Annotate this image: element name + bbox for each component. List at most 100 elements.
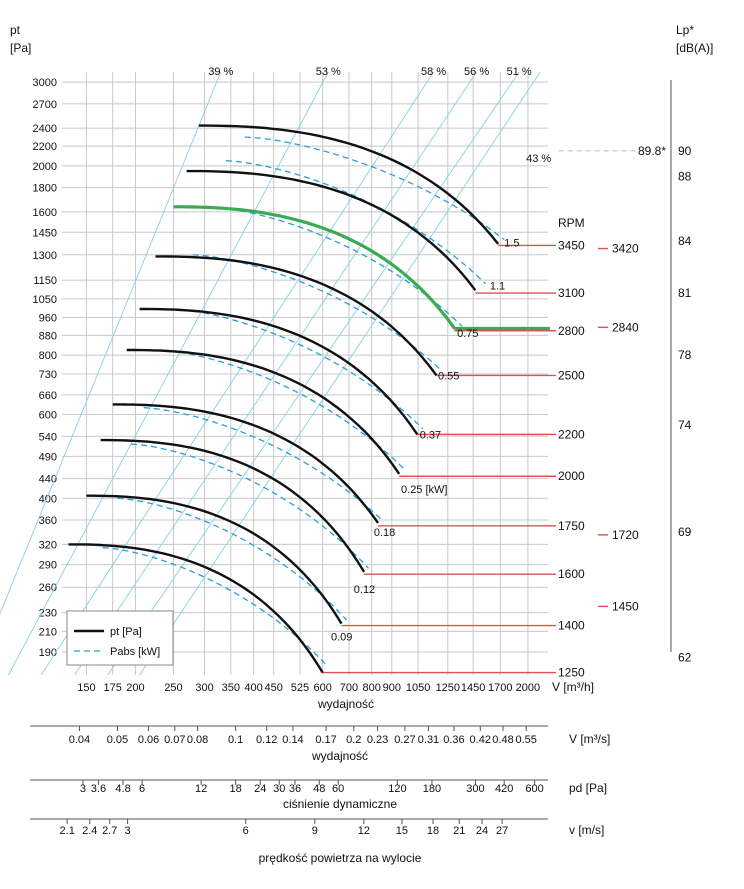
x-tick-label: 800 [363,682,381,694]
secondary-axis-tick-label: 0.2 [346,734,361,746]
secondary-axis-tick-label: 3.6 [91,783,106,795]
secondary-axis-tick-label: 0.04 [69,734,90,746]
secondary-axis-tick-label: 0.48 [492,734,513,746]
y-axis-title-line2: [Pa] [10,41,31,55]
secondary-axis-tick-label: 600 [525,783,543,795]
secondary-axis-tick-label: 2.4 [82,825,97,837]
y-tick-label: 230 [39,608,57,620]
y-tick-label: 880 [39,330,57,342]
power-label: 1.5 [504,237,519,249]
pt-curve-highlighted [173,205,456,330]
rpm-title: RPM [558,216,585,230]
secondary-axis-caption: prędkość powietrza na wylocie [259,851,422,865]
efficiency-line [107,71,520,676]
pt-curve [68,543,324,674]
rpm-label: 3450 [558,238,585,252]
pabs-curve [244,136,505,241]
efficiency-line [0,71,222,615]
right-axis-tick-label: 90 [678,144,692,158]
pt-curve [198,124,500,245]
efficiency-lines: 39 % 53 % 58 % 56 % 51 % 43 % [0,66,551,676]
efficiency-label: 56 % [464,66,489,78]
pt-curve [139,307,419,436]
secondary-axis-tick-label: 12 [358,825,370,837]
right-axis-tick-label: 81 [678,286,692,300]
pabs-curve [173,308,424,430]
legend: pt [Pa] Pabs [kW] [66,610,174,666]
x-tick-label: 175 [103,682,121,694]
rpm-label: 2500 [558,368,585,382]
pt-curve [186,169,477,292]
efficiency-label: 39 % [208,66,233,78]
grid: 190 210 230 260 290 320 360 400 440 490 540 600 660 7… [33,72,548,694]
x-tick-label: 1450 [461,682,485,694]
pabs-curve [159,349,406,470]
right-axis-title-line2: [dB(A)] [676,41,713,55]
secondary-axis-tick-label: 6 [243,825,249,837]
x-tick-label: 525 [291,682,309,694]
y-tick-label: 260 [39,582,57,594]
secondary-axis-tick-label: 21 [453,825,465,837]
secondary-axis-label: v [m/s] [569,823,604,837]
secondary-axis-tick-label: 48 [313,783,325,795]
secondary-axis-tick-label: 0.07 [164,734,185,746]
secondary-axis-tick-label: 120 [388,783,406,795]
right-axis: 90 88 84 81 78 74 69 62 89.8* [558,80,692,665]
power-label: 0.18 [374,527,395,539]
rpm-label: 2200 [558,427,585,441]
pabs-curve [143,407,383,521]
y-tick-label: 2200 [33,141,57,153]
y-tick-label: 210 [39,626,57,638]
x-axis-label: V [m³/h] [552,680,594,694]
secondary-axis-tick-label: 300 [466,783,484,795]
pabs-curve [225,160,487,285]
y-tick-label: 660 [39,390,57,402]
rpm-right-label: 1720 [612,528,639,542]
secondary-axis-tick-label: 0.12 [256,734,277,746]
y-tick-label: 730 [39,369,57,381]
power-label: 0.75 [457,328,478,340]
pt-curve [86,494,343,625]
x-tick-label: 1700 [488,682,512,694]
x-tick-label: 350 [222,682,240,694]
x-tick-label: 1050 [406,682,430,694]
x-tick-label: 700 [340,682,358,694]
right-axis-title-line1: Lp* [676,23,694,37]
power-label: 0.37 [420,429,441,441]
secondary-axis-tick-label: 180 [423,783,441,795]
rpm-label: 2800 [558,324,585,338]
secondary-axis-tick-label: 18 [427,825,439,837]
rpm-label: 2000 [558,469,585,483]
rpm-label: 1600 [558,567,585,581]
y-tick-label: 190 [39,647,57,659]
secondary-axis-tick-label: 0.23 [367,734,388,746]
x-tick-label: 450 [264,682,282,694]
right-axis-tick-label: 88 [678,169,692,183]
y-tick-label: 1600 [33,207,57,219]
x-tick-label: 300 [195,682,213,694]
x-tick-label: 150 [77,682,95,694]
efficiency-label: 53 % [316,66,341,78]
y-tick-label: 1150 [33,275,57,287]
y-tick-label: 1050 [33,294,57,306]
legend-pt-label: pt [Pa] [110,626,142,638]
x-tick-label: 900 [383,682,401,694]
secondary-axis-tick-label: 0.31 [418,734,439,746]
right-axis-tick-label: 74 [678,418,692,432]
secondary-axis-tick-label: 0.08 [187,734,208,746]
pt-curve [155,255,438,377]
x-tick-label: 250 [164,682,182,694]
pt-curve [112,403,379,524]
right-axis-tick-label: 69 [678,525,692,539]
x-tick-label: 200 [126,682,144,694]
rpm-right-label: 1450 [612,599,639,613]
pabs-curve [117,497,347,621]
secondary-axis-tick-label: 0.55 [515,734,536,746]
secondary-axis-tick-label: 6 [139,783,145,795]
pt-curve [100,438,366,573]
secondary-axis-tick-label: 0.27 [394,734,415,746]
secondary-axis-tick-label: 18 [229,783,241,795]
power-label: 0.09 [331,631,352,643]
efficiency-line [8,71,329,676]
